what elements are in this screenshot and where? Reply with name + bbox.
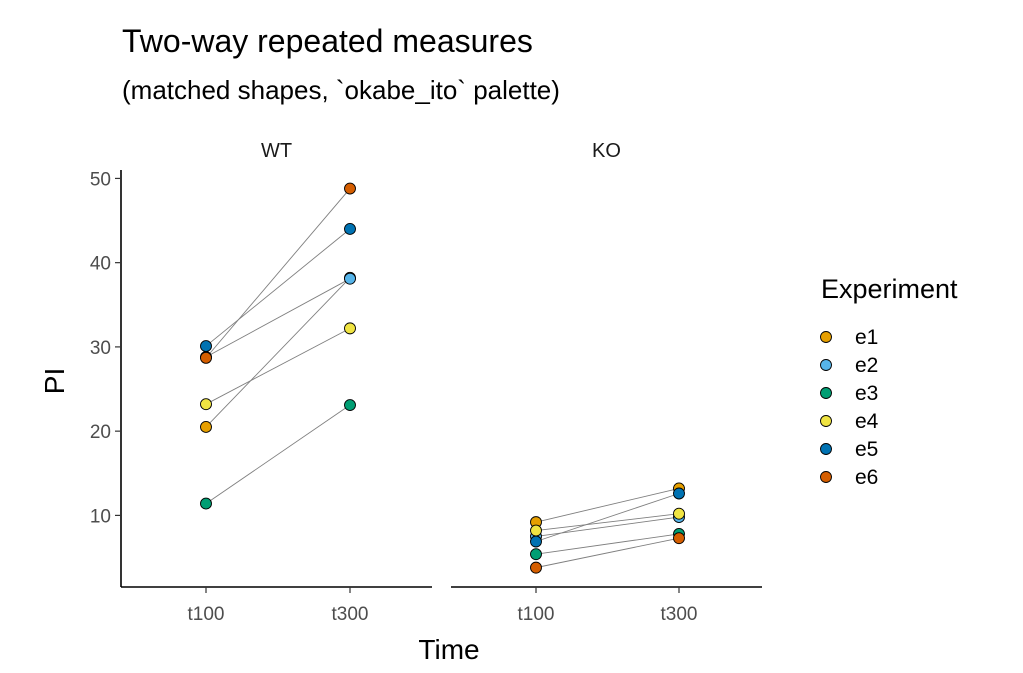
legend-item-e6: e6 xyxy=(820,466,878,489)
data-point-e1 xyxy=(200,420,212,433)
series-line-e1 xyxy=(535,487,680,523)
series-line-e3 xyxy=(535,533,680,555)
series-line-e2 xyxy=(535,516,680,537)
y-tick-label: 30 xyxy=(90,338,111,359)
strip-label: KO xyxy=(592,140,621,162)
y-tick-label: 50 xyxy=(90,169,111,190)
data-point-e5 xyxy=(530,535,542,548)
legend-key xyxy=(820,471,832,483)
legend-key xyxy=(820,331,832,343)
data-point-e5 xyxy=(344,223,356,235)
series-line-e6 xyxy=(535,537,680,569)
data-point-e5 xyxy=(200,340,212,353)
series-line-e4 xyxy=(205,327,351,405)
x-tick-label: t100 xyxy=(188,604,225,625)
data-point-e4 xyxy=(530,524,542,537)
data-point-e3 xyxy=(200,497,212,510)
data-point-e6 xyxy=(200,351,212,364)
x-tick-label: t300 xyxy=(661,604,698,625)
series-line-e4 xyxy=(535,513,680,532)
x-axis-title: Time xyxy=(418,634,479,665)
y-axis-title: PI xyxy=(39,368,70,394)
legend-label: e1 xyxy=(855,326,878,349)
data-point-e2 xyxy=(344,272,356,285)
chart-title: Two-way repeated measures xyxy=(122,23,533,59)
series-line-e3 xyxy=(205,404,351,504)
data-point-e5 xyxy=(673,487,685,500)
data-point-e4 xyxy=(200,398,212,411)
legend-label: e2 xyxy=(855,354,878,377)
legend-item-e4: e4 xyxy=(820,410,879,433)
data-point-e4 xyxy=(673,507,685,520)
legend-title: Experiment xyxy=(821,274,958,304)
y-tick-label: 10 xyxy=(90,506,111,527)
chart-subtitle: (matched shapes, `okabe_ito` palette) xyxy=(122,75,560,105)
y-tick-label: 20 xyxy=(90,422,111,443)
legend-label: e5 xyxy=(855,438,878,461)
data-point-e6 xyxy=(530,561,542,574)
legend-label: e6 xyxy=(855,466,878,489)
legend-key xyxy=(820,387,832,399)
data-point-e3 xyxy=(530,548,542,561)
legend-label: e3 xyxy=(855,382,878,405)
series-line-e2 xyxy=(205,278,351,358)
series-line-e5 xyxy=(205,228,351,347)
legend-item-e3: e3 xyxy=(820,382,878,405)
data-point-e3 xyxy=(344,399,356,411)
data-point-e6 xyxy=(673,532,685,545)
strip-label: WT xyxy=(261,140,292,162)
facet-panels: WT t100 t300 10 20 30 40 50 KO t100 t300 xyxy=(90,140,762,625)
legend-item-e5: e5 xyxy=(820,438,878,461)
panel-wt: WT t100 t300 10 20 30 40 50 xyxy=(90,140,432,625)
panel-ko: KO t100 t300 xyxy=(451,140,762,625)
legend: e1 e2 e3 e4 e5 e6 xyxy=(820,326,879,489)
data-point-e4 xyxy=(344,322,356,335)
series-line-e5 xyxy=(535,493,680,542)
x-tick-label: t300 xyxy=(332,604,369,625)
legend-key xyxy=(820,415,832,427)
data-point-e6 xyxy=(344,182,356,195)
x-tick-label: t100 xyxy=(518,604,555,625)
series-line-e6 xyxy=(205,188,351,359)
legend-item-e1: e1 xyxy=(820,326,878,349)
legend-item-e2: e2 xyxy=(820,354,878,377)
series-line-e1 xyxy=(205,277,351,428)
legend-label: e4 xyxy=(855,410,879,433)
legend-key xyxy=(820,443,832,455)
legend-key xyxy=(820,359,832,371)
y-tick-label: 40 xyxy=(90,254,111,275)
